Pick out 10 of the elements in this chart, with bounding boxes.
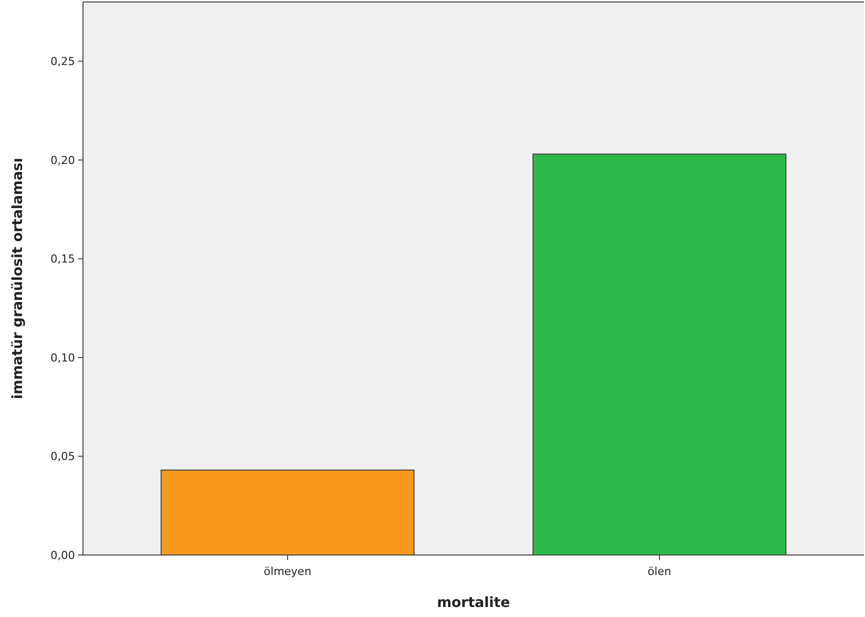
y-axis-title: immatür granülosit ortalaması [10,158,26,400]
y-tick-label: 0,20 [50,154,75,167]
x-axis-title: mortalite [436,595,510,611]
x-tick-label: ölmeyen [264,565,312,578]
y-tick-label: 0,10 [50,351,75,364]
y-tick-label: 0,05 [50,450,75,464]
x-tick-label: ölen [648,565,672,578]
y-tick-label: 0,15 [50,252,75,266]
y-tick-label: 0,25 [50,55,75,68]
y-tick-label: 0,00 [50,548,75,562]
